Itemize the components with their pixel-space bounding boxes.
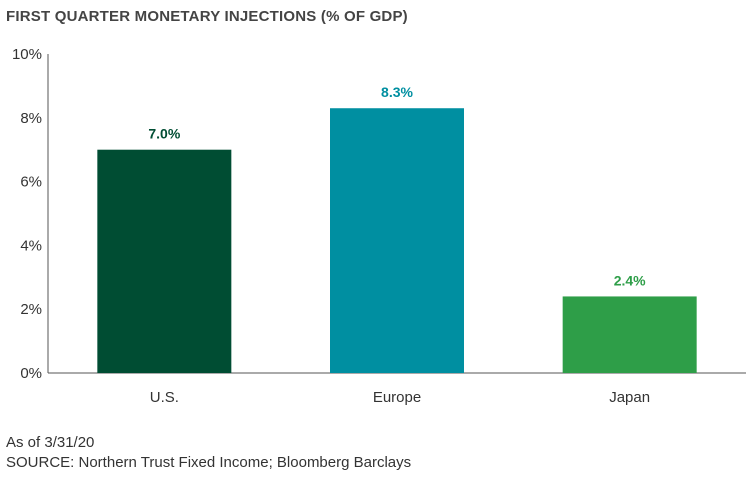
- y-tick-label: 2%: [20, 301, 42, 318]
- data-label: 2.4%: [614, 272, 646, 288]
- data-label: 7.0%: [148, 126, 180, 142]
- y-tick-label: 6%: [20, 174, 42, 191]
- x-tick-label: U.S.: [150, 389, 179, 406]
- chart-title: FIRST QUARTER MONETARY INJECTIONS (% OF …: [6, 8, 408, 25]
- bars: [97, 108, 697, 373]
- as-of-note: As of 3/31/20: [6, 434, 95, 451]
- data-label: 8.3%: [381, 84, 413, 100]
- bar-japan: [562, 296, 697, 373]
- y-tick-label: 0%: [20, 365, 42, 382]
- bar-u-s: [97, 149, 232, 373]
- bar-europe: [330, 108, 464, 373]
- y-axis-ticks: 0% 2% 4% 6% 8% 10%: [12, 46, 42, 382]
- y-tick-label: 10%: [12, 46, 42, 63]
- x-tick-label: Japan: [609, 389, 650, 406]
- y-tick-label: 4%: [20, 237, 42, 254]
- category-labels: U.S. Europe Japan: [150, 389, 650, 406]
- value-labels: 7.0% 8.3% 2.4%: [148, 84, 646, 288]
- y-tick-label: 8%: [20, 110, 42, 127]
- x-tick-label: Europe: [373, 389, 421, 406]
- source-note: SOURCE: Northern Trust Fixed Income; Blo…: [6, 454, 412, 471]
